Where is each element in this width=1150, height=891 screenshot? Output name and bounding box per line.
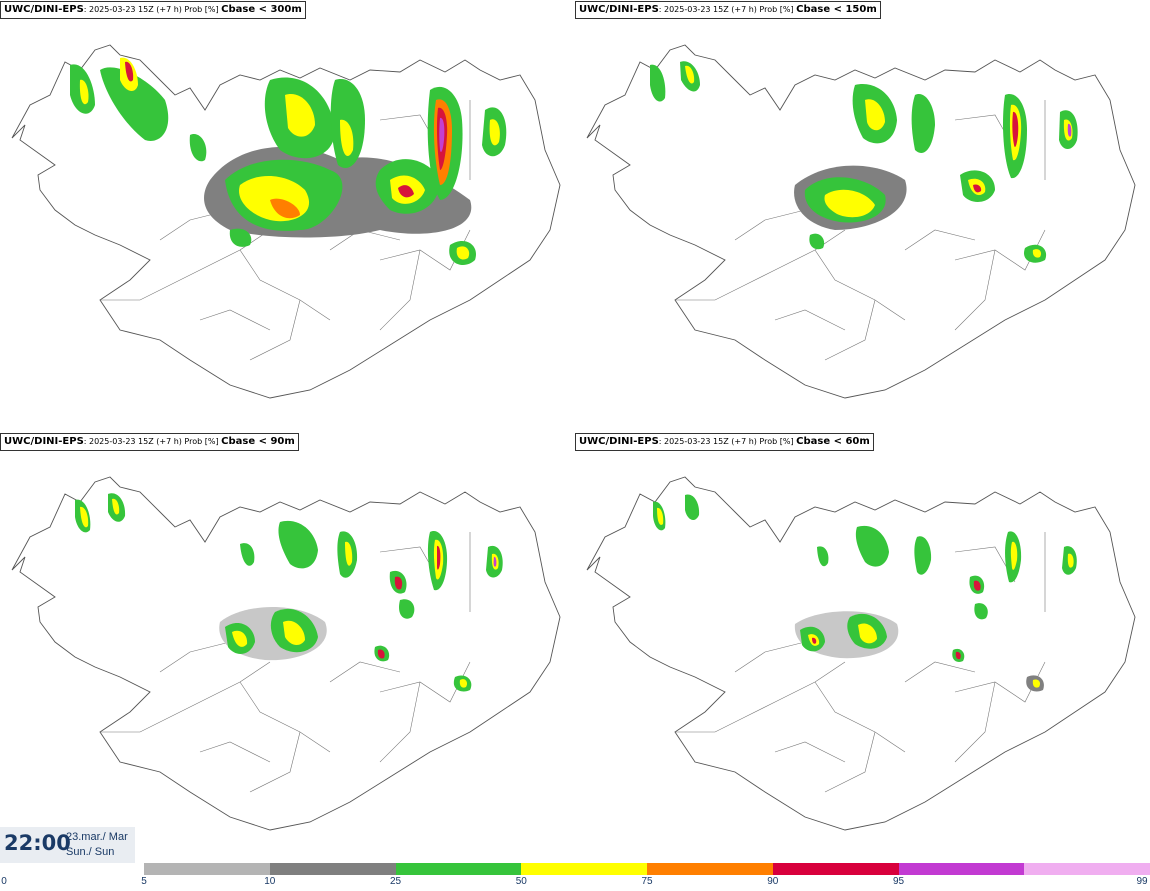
map-panel-cbase-60m: UWC/DINI-EPS: 2025-03-23 15Z (+7 h) Prob… bbox=[575, 432, 1150, 864]
legend-segment-6 bbox=[898, 863, 1025, 875]
legend-segment-0 bbox=[144, 863, 270, 875]
legend-tick-0: 0 bbox=[1, 876, 7, 887]
valid-date: 23.mar./ Mar bbox=[66, 831, 128, 843]
valid-day: Sun./ Sun bbox=[66, 846, 115, 858]
panel-title: UWC/DINI-EPS: 2025-03-23 15Z (+7 h) Prob… bbox=[575, 433, 874, 451]
legend-segment-7 bbox=[1024, 863, 1150, 875]
panel-title: UWC/DINI-EPS: 2025-03-23 15Z (+7 h) Prob… bbox=[0, 1, 306, 19]
legend-tick-75: 75 bbox=[641, 876, 653, 887]
legend-tick-50: 50 bbox=[515, 876, 527, 887]
map-panel-cbase-300m: UWC/DINI-EPS: 2025-03-23 15Z (+7 h) Prob… bbox=[0, 0, 575, 432]
legend-tick-5: 5 bbox=[141, 876, 147, 887]
probability-contours bbox=[653, 494, 1077, 692]
probability-contours bbox=[75, 493, 503, 692]
probability-contours bbox=[650, 61, 1078, 263]
valid-time: 22:00 bbox=[4, 831, 71, 855]
color-legend bbox=[144, 863, 1150, 875]
legend-tick-10: 10 bbox=[264, 876, 276, 887]
legend-segment-1 bbox=[269, 863, 396, 875]
map-panel-cbase-150m: UWC/DINI-EPS: 2025-03-23 15Z (+7 h) Prob… bbox=[575, 0, 1150, 432]
legend-segment-5 bbox=[772, 863, 899, 875]
legend-tick-95: 95 bbox=[892, 876, 905, 887]
legend-tick-99: 99 bbox=[1136, 876, 1148, 887]
valid-time-box: 22:00 23.mar./ Mar Sun./ Sun bbox=[0, 827, 135, 863]
legend-tick-90: 90 bbox=[767, 876, 779, 887]
panel-title: UWC/DINI-EPS: 2025-03-23 15Z (+7 h) Prob… bbox=[575, 1, 881, 19]
legend-segment-3 bbox=[521, 863, 647, 875]
legend-segment-4 bbox=[647, 863, 773, 875]
legend-tick-25: 25 bbox=[389, 876, 402, 887]
panel-title: UWC/DINI-EPS: 2025-03-23 15Z (+7 h) Prob… bbox=[0, 433, 299, 451]
probability-contours bbox=[70, 57, 507, 265]
map-panel-cbase-90m: UWC/DINI-EPS: 2025-03-23 15Z (+7 h) Prob… bbox=[0, 432, 575, 864]
legend-segment-2 bbox=[395, 863, 522, 875]
